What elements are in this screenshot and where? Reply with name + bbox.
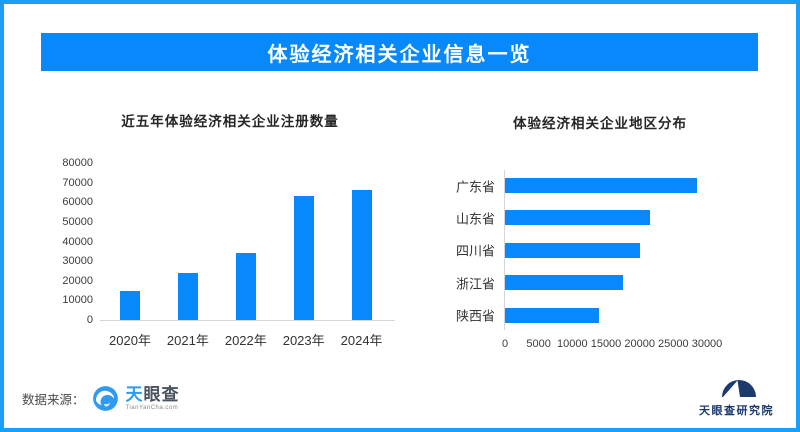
- bar-四川省: [505, 242, 640, 258]
- x-axis-tick-label: 15000: [590, 338, 622, 350]
- bar-山东省: [505, 210, 650, 226]
- tianyancha-wordmark: 天眼查 TianYanCha.com: [126, 386, 180, 411]
- tianyancha-eye-icon: [92, 385, 119, 412]
- x-axis-category-label: 2021年: [166, 333, 209, 348]
- institute-brand: 天眼查研究院: [699, 366, 774, 418]
- y-axis-tick-label: 80000: [62, 157, 93, 169]
- x-axis-category-label: 2024年: [340, 333, 383, 348]
- tianyancha-wordmark-first: 天: [125, 385, 144, 404]
- x-axis-tick-label: 20000: [624, 338, 655, 350]
- bar-2022年: [235, 253, 256, 320]
- y-axis-tick-label: 10000: [62, 294, 93, 307]
- x-axis-category-label: 2020年: [109, 333, 151, 348]
- x-axis-tick-label: 30000: [691, 338, 723, 350]
- tianyancha-domain: TianYanCha.com: [125, 405, 179, 411]
- x-axis-category-label: 2022年: [224, 333, 267, 348]
- institute-logo-icon: [714, 366, 759, 400]
- region-bar-chart: 广东省山东省四川省浙江省陕西省 0 5000 10000 15000 20000 25000…: [456, 170, 722, 350]
- region-chart-title: 体验经济相关企业地区分布: [513, 116, 687, 131]
- tianyancha-wordmark-rest: 眼查: [143, 385, 180, 404]
- x-axis-category-label: 2023年: [282, 333, 325, 348]
- institute-name: 天眼查研究院: [699, 405, 774, 417]
- x-axis-tick-label: 0: [501, 338, 509, 350]
- bar-广东省: [505, 178, 697, 193]
- bar-陕西省: [505, 307, 600, 323]
- y-axis-category-label: 广东省: [455, 179, 495, 194]
- page-title-banner: 体验经济相关企业信息一览: [41, 33, 758, 71]
- y-axis-category-label: 四川省: [455, 243, 495, 259]
- registrations-bar-chart: 80000 70000 60000 50000 40000 30000 20000 10000…: [62, 157, 395, 348]
- bar-2023年: [293, 196, 314, 320]
- y-axis-tick-label: 0: [86, 314, 93, 326]
- data-source-label: 数据来源：: [22, 393, 85, 407]
- y-axis-tick-label: 60000: [62, 196, 93, 209]
- bar-2024年: [351, 189, 372, 320]
- x-axis-tick-label: 5000: [526, 338, 551, 350]
- page-title: 体验经济相关企业信息一览: [267, 43, 532, 66]
- bar-2021年: [177, 272, 198, 320]
- y-axis-category-label: 浙江省: [455, 276, 495, 292]
- bar-2020年: [120, 290, 140, 320]
- y-axis-category-label: 陕西省: [455, 308, 495, 324]
- y-axis-tick-label: 50000: [62, 215, 93, 228]
- x-axis-tick-label: 10000: [557, 338, 588, 350]
- x-axis-tick-label: 25000: [658, 338, 689, 350]
- y-axis-tick-label: 40000: [62, 235, 93, 248]
- bar-浙江省: [505, 275, 623, 291]
- y-axis-tick-label: 20000: [62, 274, 93, 287]
- y-axis-tick-label: 30000: [62, 255, 93, 268]
- registrations-chart-title: 近五年体验经济相关企业注册数量: [121, 114, 339, 129]
- data-source: 数据来源： 天眼查 TianYanCha.com: [22, 385, 180, 412]
- y-axis-category-label: 山东省: [455, 211, 495, 227]
- y-axis-tick-label: 70000: [62, 176, 93, 189]
